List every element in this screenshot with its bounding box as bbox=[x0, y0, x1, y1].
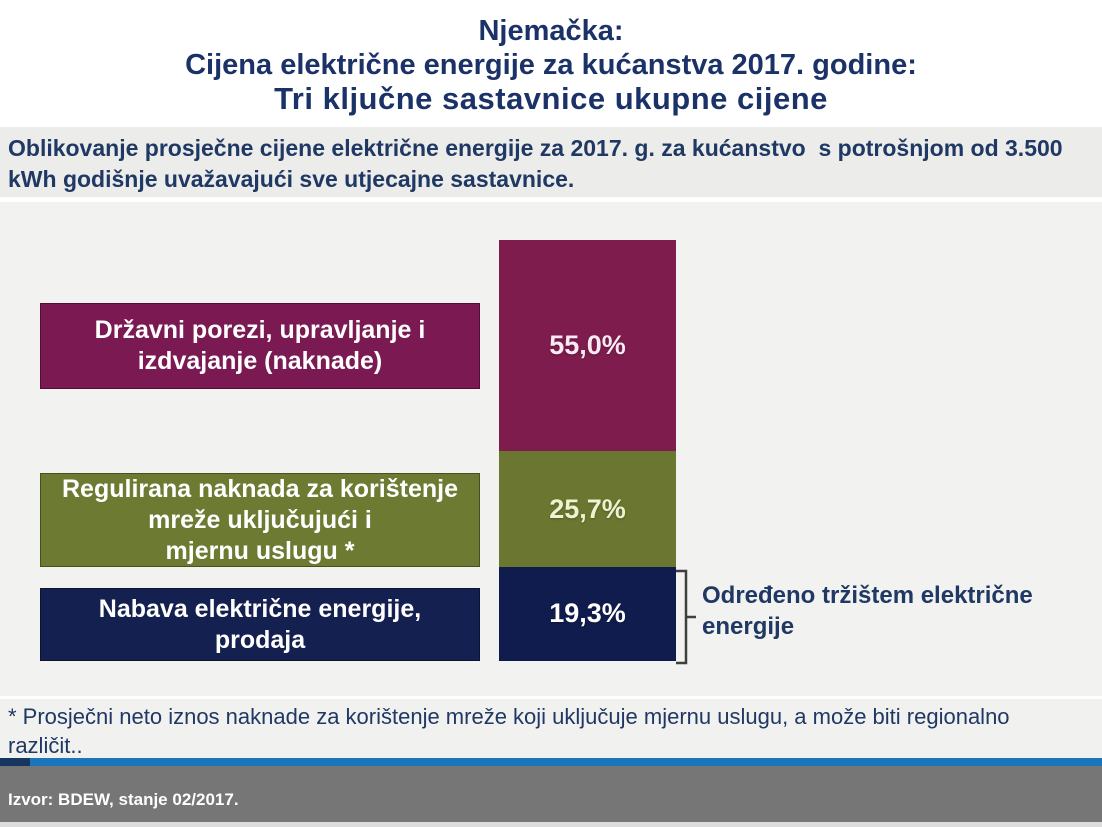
subtitle-box: Oblikovanje prosječne cijene električne … bbox=[0, 127, 1102, 197]
bar-annotation-line: Određeno tržištem električne bbox=[702, 582, 1033, 609]
bar-annotation: Određeno tržištem električne energije bbox=[702, 580, 1097, 642]
legend-box-network-line: Regulirana naknada za korištenje bbox=[62, 474, 458, 503]
stacked-bar: 55,0% 25,7% 19,3% bbox=[499, 240, 676, 661]
bracket-icon bbox=[676, 569, 696, 665]
subtitle-line-2: kWh godišnje uvažavajući sve utjecajne s… bbox=[8, 166, 575, 192]
bar-segment-supply: 19,3% bbox=[499, 566, 676, 661]
chart-area: Državni porezi, upravljanje i izdvajanje… bbox=[0, 202, 1102, 696]
bar-annotation-line: energije bbox=[702, 613, 795, 640]
legend-box-taxes-line: izdvajanje (naknade) bbox=[137, 347, 383, 375]
footer-band: Izvor: BDEW, stanje 02/2017. bbox=[0, 766, 1102, 822]
legend-box-supply-line: Nabava električne energije, bbox=[98, 594, 422, 623]
legend-box-taxes: Državni porezi, upravljanje i izdvajanje… bbox=[40, 303, 480, 389]
legend-box-supply-line: prodaja bbox=[214, 625, 306, 654]
title-line-3: Tri ključne sastavnice ukupne cijene bbox=[274, 81, 828, 116]
segment-value: 19,3% bbox=[549, 598, 626, 629]
footnote-line-2: različit.. bbox=[8, 733, 83, 758]
title-line-2: Cijena električne energije za kućanstva … bbox=[185, 49, 917, 81]
title-line-1: Njemačka: bbox=[478, 15, 624, 47]
legend-box-supply: Nabava električne energije, prodaja bbox=[40, 588, 480, 661]
legend-box-taxes-line: Državni porezi, upravljanje i bbox=[94, 316, 426, 344]
footnote: * Prosječni neto iznos naknade za korišt… bbox=[0, 699, 1102, 758]
footnote-line-1: * Prosječni neto iznos naknade za korišt… bbox=[8, 704, 1010, 729]
segment-value: 55,0% bbox=[549, 330, 626, 361]
bar-segment-taxes: 55,0% bbox=[499, 240, 676, 452]
bar-segment-network: 25,7% bbox=[499, 451, 676, 567]
legend-box-network: Regulirana naknada za korištenje mreže u… bbox=[40, 473, 480, 567]
legend-box-network-line: mjernu uslugu * bbox=[165, 536, 355, 565]
source-text: Izvor: BDEW, stanje 02/2017. bbox=[8, 790, 239, 809]
divider-rule-tip bbox=[0, 758, 30, 766]
footer-bottom-strip bbox=[0, 822, 1102, 827]
legend-box-network-line: mreže uključujući i bbox=[148, 505, 372, 534]
segment-value: 25,7% bbox=[549, 493, 626, 524]
subtitle-line-1: Oblikovanje prosječne cijene električne … bbox=[8, 135, 1063, 161]
divider-rule bbox=[0, 758, 1102, 766]
title-block: Njemačka: Cijena električne energije za … bbox=[0, 0, 1102, 127]
